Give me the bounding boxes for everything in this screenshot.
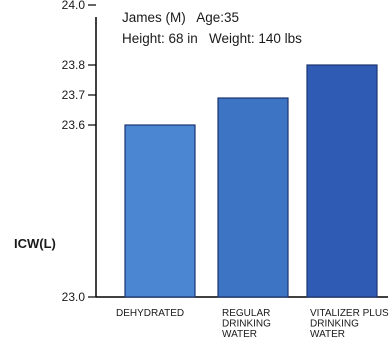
bar xyxy=(306,64,378,298)
bar xyxy=(124,124,196,298)
info-line-name-age: James (M) Age:35 xyxy=(122,10,239,25)
y-tick-label: 23.6 xyxy=(62,118,86,132)
info-line-height-weight: Height: 68 in Weight: 140 lbs xyxy=(122,31,302,46)
y-tick-label: 23.8 xyxy=(62,58,86,72)
category-label: VITALIZER PLUS DRINKING WATER xyxy=(310,308,389,340)
y-tick-label: 23.7 xyxy=(62,88,86,102)
bar xyxy=(217,97,289,298)
y-tick-label: 23.0 xyxy=(62,290,86,304)
category-label: REGULAR DRINKING WATER xyxy=(222,308,271,340)
y-axis-label: ICW(L) xyxy=(14,236,56,251)
y-tick-label: 24.0 xyxy=(62,0,86,12)
category-label: DEHYDRATED xyxy=(116,308,184,319)
